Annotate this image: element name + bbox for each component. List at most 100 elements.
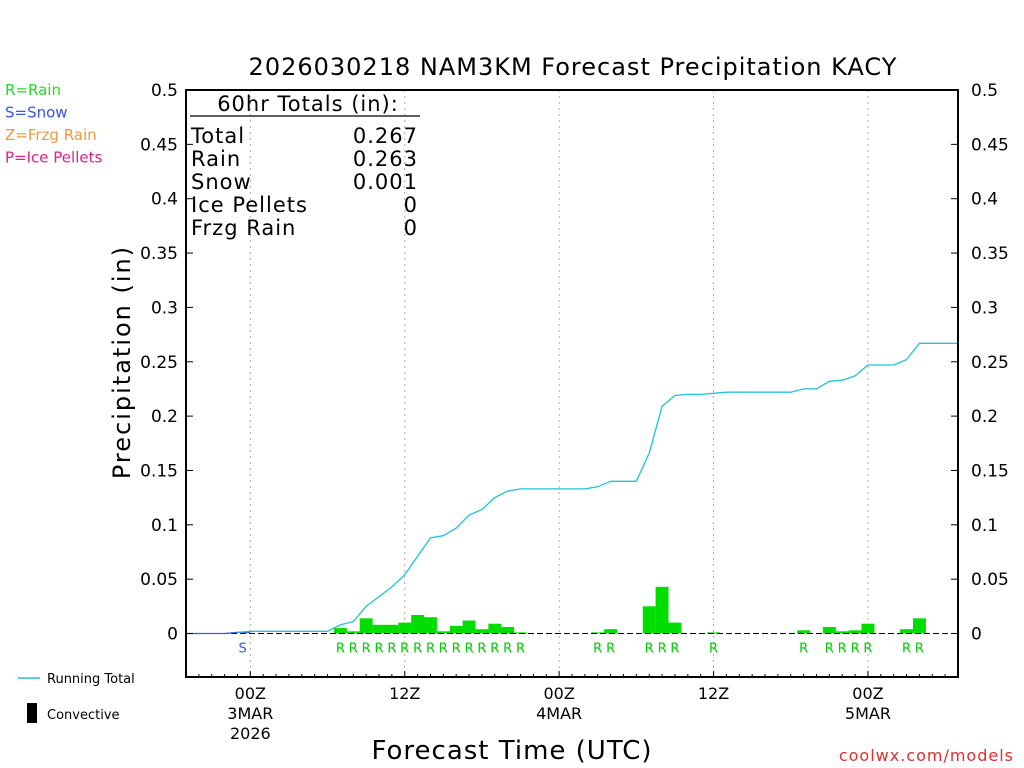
precip-bar [436,631,450,634]
totals-box: 60hr Totals (in): Total 0.267 Rain 0.263 Sno… [190,92,420,240]
totals-row-label: Rain [191,147,241,171]
precip-bar [398,622,412,634]
x-axis-label: Forecast Time (UTC) [371,736,652,766]
precip-bar [822,627,836,634]
totals-row-value: 0.263 [353,147,418,171]
precip-bar [411,615,425,634]
y-tick-label-left: 0.5 [151,81,178,101]
type-legend-item: R=Rain [5,81,61,99]
y-tick-label-right: 0 [971,625,982,645]
totals-row-value: 0 [404,216,418,240]
precip-bar [346,631,360,634]
y-tick-label-right: 0.15 [971,461,1009,481]
x-tick-label: 00Z [543,684,574,703]
running-total-legend: Running Total [47,672,135,687]
y-tick-label-right: 0.25 [971,353,1009,373]
precip-type-letter: R [606,642,615,657]
precip-bar [475,629,489,634]
precip-bar [604,629,618,634]
convective-legend: Convective [47,708,120,723]
legends: Running Total Convective R=Rain S=Snow Z=F… [5,81,135,723]
y-tick-label-left: 0.45 [140,135,178,155]
y-tick-label-left: 0.15 [140,461,178,481]
precip-bar [424,617,437,634]
precip-type-letter: R [825,642,834,657]
precip-bar [848,630,862,634]
precip-bar [642,606,656,634]
precip-type-letter: R [593,642,602,657]
y-tick-label-right: 0.3 [971,298,998,318]
precip-type-letter: R [452,642,461,657]
precip-type-letter: R [709,642,718,657]
chart-title: 2026030218 NAM3KM Forecast Precipitation… [249,53,898,81]
x-tick-label: 00Z [852,684,883,703]
x-tick-label: 00Z [235,684,266,703]
precip-bar [900,629,913,634]
totals-row-label: Frzg Rain [191,216,296,240]
precip-type-letter: R [387,642,396,657]
precip-type-letter: R [516,642,525,657]
y-tick-label-right: 0.2 [971,407,998,427]
precip-type-letter: R [490,642,499,657]
type-legend-item: Z=Frzg Rain [5,126,97,144]
type-legend-item: P=Ice Pellets [5,149,102,167]
precip-type-letter: R [838,642,847,657]
x-tick-year: 2026 [230,724,271,743]
convective-swatch [27,703,37,723]
site-credit: coolwx.com/models [839,746,1014,765]
y-tick-label-left: 0.4 [151,190,178,210]
y-tick-label-right: 0.5 [971,81,998,101]
x-tick-label: 12Z [389,684,420,703]
totals-row-label: Total [190,124,245,148]
vertical-gridlines [249,90,869,677]
series-lines [186,342,958,635]
precip-type-letter: R [374,642,383,657]
totals-row-value: 0 [404,193,418,217]
type-legend-item: S=Snow [5,104,68,122]
precip-type-letter: R [413,642,422,657]
precip-type-letter: S [238,642,246,657]
y-tick-label-right: 0.1 [971,516,998,536]
precip-bars [334,586,926,634]
precip-type-letter: R [799,642,808,657]
precip-bar [462,620,476,634]
precip-bar [591,632,605,634]
precip-bar [913,618,926,634]
chart-text: 2026030218 NAM3KM Forecast Precipitation… [108,53,1014,766]
y-tick-label-right: 0.45 [971,135,1009,155]
precip-type-letter: R [863,642,872,657]
totals-row-label: Snow [191,170,252,194]
y-tick-label-right: 0.05 [971,570,1009,590]
precip-type-letter: R [658,642,667,657]
precip-bar [385,624,399,634]
y-tick-label-left: 0.1 [151,516,178,536]
precip-type-letter: R [503,642,512,657]
precip-bar [514,632,527,634]
precip-bar [359,618,373,634]
precip-type-letter: R [851,642,860,657]
precip-bar [835,631,849,634]
y-tick-label-left: 0 [167,625,178,645]
y-tick-label-left: 0.05 [140,570,178,590]
precip-type-letter: R [362,642,371,657]
precip-bar [668,622,682,634]
y-tick-label-left: 0.25 [140,353,178,373]
y-tick-label-left: 0.3 [151,298,178,318]
precip-bar [449,625,463,634]
y-axis-label: Precipitation (in) [108,245,136,479]
x-tick-date: 5MAR [845,704,891,723]
precip-type-letter: R [426,642,435,657]
running-total-line [237,342,958,634]
y-tick-label-left: 0.2 [151,407,178,427]
precip-bar [707,632,720,634]
precip-type-letter: R [477,642,486,657]
precip-type-letter: R [902,642,911,657]
x-tick-date: 3MAR [227,704,273,723]
precip-type-letter: R [349,642,358,657]
precip-type-letter: R [670,642,679,657]
precip-type-letter: R [336,642,345,657]
precip-type-letter: R [439,642,448,657]
